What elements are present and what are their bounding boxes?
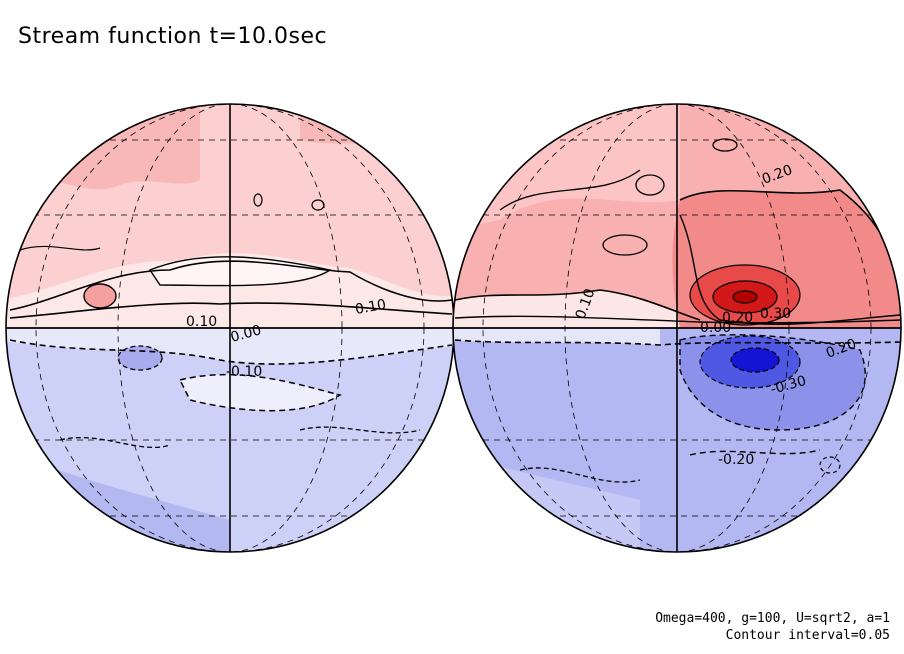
- left-south-light-blob: [180, 374, 340, 411]
- right-south-band: [453, 328, 660, 345]
- right-south-core: [731, 348, 779, 372]
- left-north-vortex: [84, 284, 116, 308]
- left-label-1: 0.00: [229, 322, 263, 346]
- right-label-7: 0.00: [700, 320, 731, 336]
- left-label-0: 0.10: [186, 314, 217, 330]
- left-label-2: -0.10: [226, 364, 262, 380]
- parameters-text: Omega=400, g=100, U=sqrt2, a=1: [655, 611, 890, 626]
- right-north-core-center: [733, 291, 757, 303]
- left-contour-labels: 0.10 0.00 -0.10 0.10: [186, 297, 387, 380]
- right-label-2: 0.30: [760, 306, 791, 322]
- right-label-5: -0.20: [718, 452, 754, 468]
- right-north-band: [453, 290, 700, 328]
- figure-title: Stream function t=10.0sec: [18, 24, 328, 49]
- left-label-3: 0.10: [354, 297, 387, 318]
- figure-footer: Omega=400, g=100, U=sqrt2, a=1 Contour i…: [655, 610, 890, 644]
- right-globe-outline: [452, 103, 902, 553]
- contour-interval-text: Contour interval=0.05: [725, 628, 890, 643]
- right-label-6: 0.20: [722, 310, 753, 326]
